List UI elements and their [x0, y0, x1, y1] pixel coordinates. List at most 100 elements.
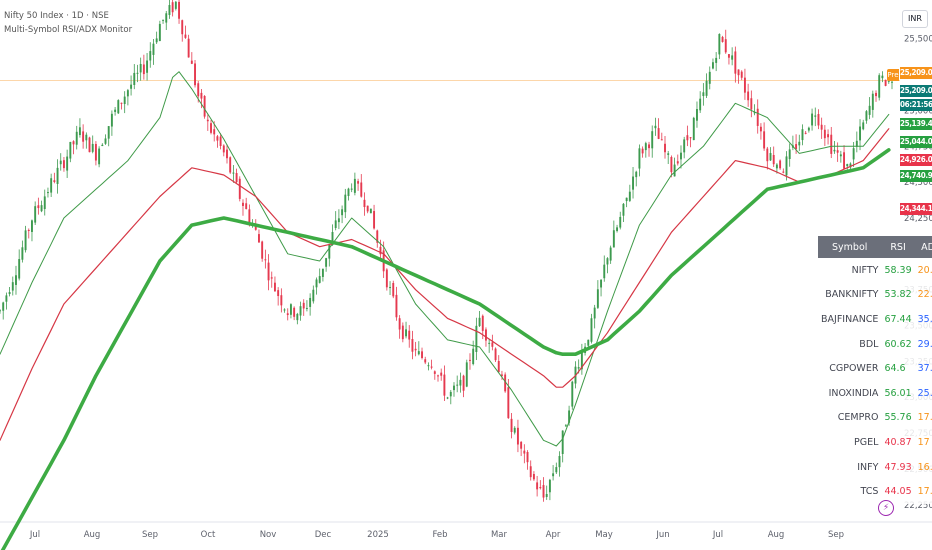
adx-cell: 37.19 [914, 356, 932, 381]
column-header-symbol: Symbol [818, 236, 882, 258]
candle-body [267, 262, 270, 281]
candle-body [401, 325, 404, 340]
adx-cell: 25.12 [914, 380, 932, 406]
candle-body [510, 418, 513, 432]
time-tick-label: Apr [546, 530, 561, 540]
column-header-adx: ADX [914, 236, 932, 258]
candle-body [884, 79, 887, 86]
adx-cell: 29.05 [914, 331, 932, 357]
candle-body [315, 279, 318, 288]
candle-body [200, 92, 203, 99]
candle-body [162, 19, 165, 21]
candle-body [283, 309, 286, 311]
candle-body [264, 259, 267, 261]
candle-body [453, 385, 455, 391]
candle-body [309, 297, 312, 307]
candle-body [11, 282, 14, 291]
candle-body [532, 474, 535, 480]
candle-body [737, 69, 740, 76]
candle-body [648, 144, 650, 149]
candle-body [766, 148, 769, 162]
candle-body [37, 205, 40, 209]
candle-body [421, 351, 423, 359]
candle-body [302, 302, 305, 309]
candle-body [69, 141, 72, 159]
candle-body [184, 34, 187, 38]
candle-body [539, 487, 542, 489]
candle-body [641, 148, 644, 154]
candle-body [849, 163, 852, 168]
plot-background [0, 0, 900, 522]
candle-body [110, 113, 113, 127]
candle-body [814, 115, 817, 117]
candle-body [727, 54, 730, 58]
candle-body [443, 374, 446, 396]
candle-body [635, 171, 638, 178]
candle-body [334, 220, 337, 229]
candle-body [603, 264, 606, 279]
candle-body [158, 23, 161, 42]
candle-body [417, 351, 420, 355]
candle-body [398, 318, 401, 330]
currency-button[interactable]: INR [902, 10, 928, 28]
candle-body [696, 109, 698, 121]
candle-body [62, 160, 65, 169]
candle-body [571, 381, 574, 407]
symbol-cell: PGEL [818, 430, 882, 455]
candle-body [721, 36, 724, 42]
candle-body [424, 359, 427, 363]
candle-body [197, 83, 200, 97]
price-tick-label: 24,250.00 [904, 214, 932, 224]
candle-body [341, 209, 344, 216]
candle-body [804, 132, 807, 134]
candle-body [811, 113, 814, 126]
candle-body [59, 160, 62, 165]
time-tick-label: Jul [712, 530, 723, 540]
price-tick-label: 25,000.00 [904, 106, 932, 116]
candle-body [500, 374, 503, 376]
candle-body [568, 410, 571, 423]
candle-body [865, 111, 868, 121]
candle-body [40, 205, 43, 212]
candle-body [763, 131, 766, 149]
candle-body [133, 72, 136, 85]
candle-body [596, 289, 599, 308]
candle-body [718, 33, 721, 55]
rsi-cell: 60.62 [881, 331, 915, 357]
candle-body [494, 348, 497, 361]
candle-body [277, 290, 280, 297]
candle-body [830, 134, 833, 154]
candle-body [389, 287, 392, 289]
candle-body [219, 136, 222, 146]
candle-body [117, 100, 120, 114]
candle-body [353, 178, 356, 193]
symbol-cell: BDL [818, 331, 882, 357]
indicator-title: Multi-Symbol RSI/ADX Monitor [4, 25, 133, 35]
time-tick-label: Oct [201, 530, 216, 540]
candle-body [795, 144, 798, 150]
candle-body [724, 39, 727, 53]
candle-body [280, 295, 283, 306]
moving-average-line [0, 148, 891, 550]
candle-body [654, 125, 657, 129]
candle-body [286, 313, 289, 316]
candle-body [456, 384, 459, 386]
price-tag: 24,926.07 [900, 154, 932, 166]
candle-body [373, 211, 376, 229]
candle-body [210, 123, 212, 133]
candle-body [24, 230, 27, 251]
candle-body [190, 60, 193, 64]
candle-body [43, 196, 46, 210]
rsi-adx-table: Symbol RSI ADX NIFTY58.3920.94BANKNIFTY5… [818, 236, 932, 504]
candle-body [692, 117, 695, 141]
candle-body [542, 485, 545, 498]
candle-body [248, 209, 251, 224]
rsi-cell: 55.76 [881, 405, 915, 431]
tradingview-bolt-icon[interactable]: ⚡ [878, 500, 894, 516]
candle-body [520, 441, 523, 449]
time-tick-label: Dec [315, 530, 332, 540]
candle-body [245, 203, 248, 210]
